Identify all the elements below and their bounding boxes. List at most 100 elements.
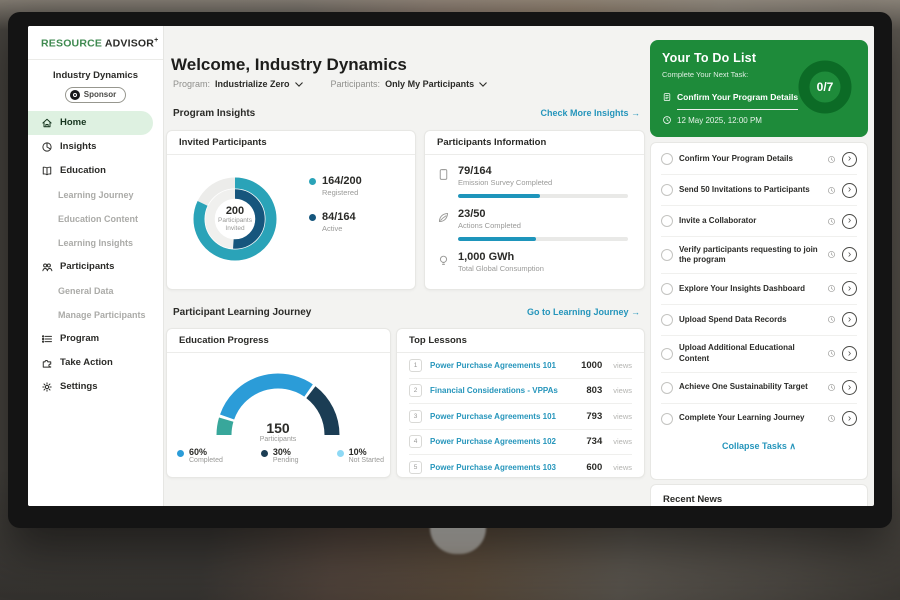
- task-go-button[interactable]: ›: [842, 213, 857, 229]
- task-go-button[interactable]: ›: [842, 380, 857, 396]
- task-go-button[interactable]: ›: [842, 247, 857, 263]
- stat-value: 79/164: [458, 165, 492, 177]
- chevron-right-icon: ›: [847, 313, 852, 325]
- participants-information-card: Participants Information 79/164 Emission…: [424, 130, 645, 290]
- brand-secondary: ADVISOR: [104, 37, 155, 50]
- sidebar-item-label: Manage Participants: [58, 309, 146, 320]
- task-checkbox[interactable]: [661, 347, 673, 360]
- task-checkbox[interactable]: [661, 248, 673, 261]
- clock-icon: [828, 415, 835, 422]
- sidebar-item-insights[interactable]: Insights: [28, 135, 163, 159]
- page-title: Welcome, Industry Dynamics: [171, 55, 407, 75]
- check-more-insights-link[interactable]: Check More Insights →: [540, 108, 640, 118]
- lesson-link[interactable]: Power Purchase Agreements 101: [430, 411, 556, 421]
- task-checkbox[interactable]: [661, 412, 673, 425]
- lesson-link[interactable]: Power Purchase Agreements 103: [430, 462, 556, 472]
- sidebar-item-label: Take Action: [60, 357, 113, 368]
- participants-stats: 79/164 Emission Survey Completed 23/50 A…: [425, 155, 644, 280]
- participants-filter-dropdown[interactable]: Participants: Only My Participants: [331, 79, 488, 89]
- program-filter-label: Program:: [173, 79, 211, 89]
- task-checkbox[interactable]: [661, 313, 673, 326]
- take-action-icon: [42, 359, 52, 368]
- task-checkbox[interactable]: [661, 381, 673, 394]
- task-go-button[interactable]: ›: [842, 312, 857, 328]
- clock-icon: [828, 316, 835, 324]
- stat-actions-completed: 23/50 Actions Completed: [437, 208, 630, 230]
- invited-donut-registered-arc: [193, 177, 277, 261]
- task-go-button[interactable]: ›: [842, 281, 857, 297]
- sidebar-item-learning-journey[interactable]: Learning Journey: [28, 183, 163, 207]
- list-icon: [41, 334, 52, 343]
- donut-legend: 164/200 Registered 84/164 Active: [309, 175, 362, 233]
- rank-badge: 5: [409, 460, 422, 474]
- task-checkbox[interactable]: [661, 282, 673, 295]
- lesson-link[interactable]: Power Purchase Agreements 102: [430, 437, 556, 447]
- top-lessons-list: 1 Power Purchase Agreements 101 1000 vie…: [397, 353, 644, 480]
- sidebar-item-program[interactable]: Program: [28, 327, 163, 351]
- task-go-button[interactable]: ›: [842, 411, 857, 427]
- task-row-send-invitations: Send 50 Invitations to Participants ›: [661, 175, 857, 206]
- donut-center-label: 200 Participants Invited: [218, 204, 252, 232]
- sidebar-item-learning-insights[interactable]: Learning Insights: [28, 231, 163, 255]
- sidebar-item-general-data[interactable]: General Data: [28, 279, 163, 303]
- program-filter-value: Industrialize Zero: [215, 79, 290, 89]
- chevron-down-icon: [479, 81, 487, 87]
- clipboard-icon: [663, 93, 671, 101]
- program-filter-dropdown[interactable]: Program: Industrialize Zero: [173, 79, 303, 89]
- recent-news-title: Recent News: [663, 494, 723, 505]
- sidebar-item-education-content[interactable]: Education Content: [28, 207, 163, 231]
- views-count: 793: [586, 410, 603, 422]
- views-suffix: views: [613, 360, 632, 370]
- rank-badge: 2: [409, 384, 422, 398]
- task-row-confirm-program: Confirm Your Program Details ›: [661, 144, 857, 175]
- task-go-button[interactable]: ›: [842, 151, 857, 167]
- sidebar-item-manage-participants[interactable]: Manage Participants: [28, 303, 163, 327]
- emission-progress-bar: [458, 194, 628, 198]
- clock-icon: [828, 384, 835, 391]
- task-checkbox[interactable]: [661, 215, 673, 227]
- chevron-down-icon: [294, 81, 303, 87]
- stat-global-consumption: 1,000 GWh Total Global Consumption: [437, 251, 630, 273]
- task-checkbox[interactable]: [661, 184, 673, 196]
- collapse-tasks-link[interactable]: Collapse Tasks ∧: [661, 434, 857, 452]
- invited-donut-active-arc: [205, 189, 265, 249]
- sidebar-item-label: Insights: [60, 141, 97, 152]
- brand-logo: RESOURCE ADVISOR+: [28, 26, 163, 60]
- lesson-row: 1 Power Purchase Agreements 101 1000 vie…: [409, 353, 632, 379]
- views-suffix: views: [613, 411, 632, 421]
- brand-plus: +: [154, 37, 159, 44]
- views-suffix: views: [613, 386, 632, 396]
- sidebar-item-education[interactable]: Education: [28, 159, 163, 183]
- sidebar-item-settings[interactable]: Settings: [28, 375, 163, 399]
- task-row-upload-spend-data: Upload Spend Data Records ›: [661, 305, 857, 336]
- go-to-learning-journey-link[interactable]: Go to Learning Journey →: [527, 307, 640, 317]
- sidebar-item-label: Settings: [60, 381, 98, 392]
- todo-due-date: 12 May 2025, 12:00 PM: [677, 115, 762, 125]
- sidebar-item-label: Participants: [60, 261, 115, 272]
- pending-dot-icon: [260, 450, 268, 457]
- stat-value: 23/50: [458, 208, 486, 220]
- completed-dot-icon: [177, 450, 184, 457]
- actions-progress-bar: [458, 237, 628, 241]
- filter-bar: Program: Industrialize Zero Participants…: [173, 79, 487, 89]
- sidebar-item-home[interactable]: Home: [28, 110, 153, 135]
- gear-icon: [42, 381, 52, 392]
- task-checkbox[interactable]: [661, 153, 673, 165]
- task-label: Upload Additional Educational Content: [679, 343, 795, 363]
- task-go-button[interactable]: ›: [842, 182, 857, 198]
- sidebar-item-participants[interactable]: Participants: [28, 255, 163, 279]
- stat-label: Actions Completed: [458, 221, 521, 230]
- chevron-right-icon: ›: [847, 215, 852, 226]
- registered-label: Registered: [322, 188, 359, 197]
- go-to-learning-journey-label: Go to Learning Journey: [526, 307, 629, 317]
- task-go-button[interactable]: ›: [842, 346, 857, 362]
- lesson-link[interactable]: Financial Considerations - VPPAs: [430, 386, 558, 396]
- sidebar-item-label: General Data: [58, 285, 114, 296]
- task-label: Explore Your Insights Dashboard: [679, 283, 805, 293]
- sponsor-badge[interactable]: Sponsor: [64, 86, 127, 103]
- sidebar-item-take-action[interactable]: Take Action: [28, 351, 163, 375]
- clock-icon: [828, 186, 835, 194]
- task-label: Verify participants requesting to join t…: [679, 244, 818, 264]
- task-row-invite-collaborator: Invite a Collaborator ›: [661, 206, 857, 237]
- lesson-link[interactable]: Power Purchase Agreements 101: [430, 360, 556, 370]
